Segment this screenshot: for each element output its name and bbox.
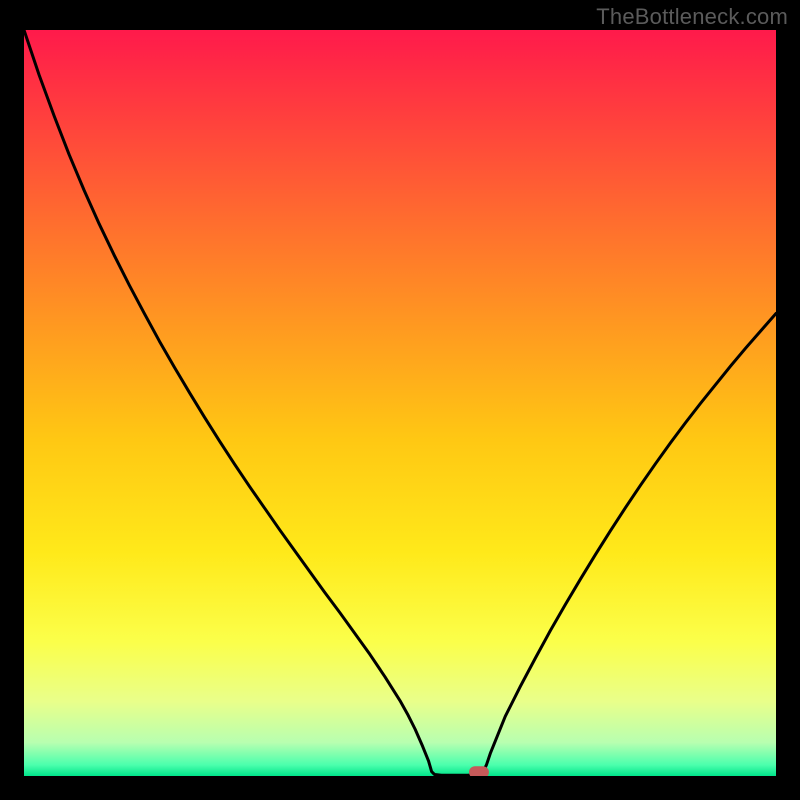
watermark-text: TheBottleneck.com	[596, 4, 788, 30]
gradient-background	[24, 30, 776, 776]
chart-frame: TheBottleneck.com	[0, 0, 800, 800]
bottleneck-chart	[24, 30, 776, 776]
optimal-marker	[469, 766, 489, 776]
